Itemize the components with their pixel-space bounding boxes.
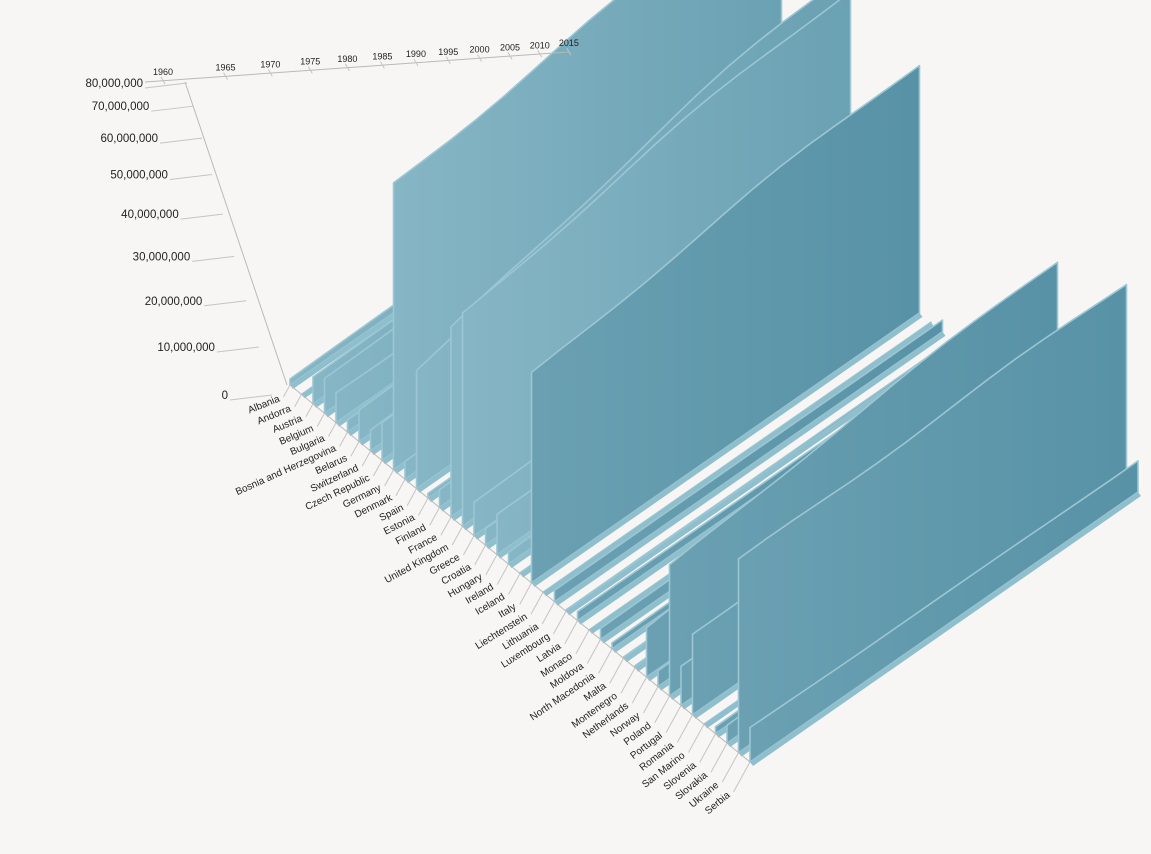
year-tick	[537, 50, 543, 58]
year-tick-label: 1965	[216, 63, 236, 73]
value-tick-label: 60,000,000	[100, 133, 158, 145]
category-tick	[316, 413, 325, 427]
year-tick-label: 2010	[530, 40, 550, 50]
category-tick	[350, 441, 360, 457]
value-tick	[204, 300, 247, 307]
year-tick-label: 1970	[260, 59, 280, 69]
category-tick	[721, 752, 739, 783]
category-tick	[406, 488, 417, 506]
value-tick	[229, 394, 273, 401]
category-tick	[519, 582, 532, 605]
value-tick	[192, 255, 235, 262]
category-tick	[553, 610, 567, 635]
category-tick	[564, 620, 578, 645]
value-tick	[159, 137, 203, 144]
category-tick	[463, 535, 475, 556]
value-axis-line	[184, 81, 288, 386]
category-tick	[372, 460, 383, 477]
year-tick	[413, 58, 419, 67]
value-tick	[216, 346, 259, 353]
category-tick	[733, 761, 751, 793]
category-tick	[530, 592, 544, 615]
value-tick-label: 10,000,000	[157, 342, 215, 354]
year-tick	[507, 52, 513, 60]
category-tick	[688, 724, 705, 753]
value-tick-label: 70,000,000	[92, 101, 150, 113]
category-tick	[294, 394, 302, 408]
year-tick-label: 2000	[470, 45, 490, 55]
year-tick	[267, 69, 273, 77]
year-tick	[223, 72, 228, 80]
category-tick	[586, 639, 601, 664]
category-tick	[508, 573, 521, 595]
category-tick	[598, 648, 613, 674]
category-tick	[395, 479, 406, 496]
category-tick	[474, 544, 486, 566]
category-tick	[631, 676, 647, 704]
category-tick	[282, 384, 291, 398]
value-tick-label: 50,000,000	[110, 170, 168, 182]
series-area-edge	[566, 341, 957, 616]
category-tick	[541, 601, 555, 625]
series-area-lithuania	[553, 319, 944, 603]
year-tick-label: 1980	[337, 54, 357, 64]
year-tick	[445, 56, 451, 65]
axes-group	[144, 47, 751, 793]
category-tick	[575, 629, 590, 654]
year-tick-label: 1990	[406, 49, 426, 59]
year-tick-label: 1960	[153, 67, 173, 77]
series-area-italy	[530, 64, 921, 584]
category-tick	[710, 742, 728, 773]
year-tick-label: 1985	[372, 51, 392, 61]
category-tick	[440, 516, 452, 536]
category-tick	[620, 667, 636, 694]
category-tick	[417, 497, 429, 516]
value-tick	[144, 82, 188, 89]
value-tick	[151, 105, 194, 112]
year-tick	[307, 66, 313, 74]
category-tick	[429, 507, 440, 526]
year-tick-label: 1975	[300, 57, 320, 67]
year-tick	[160, 76, 166, 85]
value-tick-label: 40,000,000	[121, 209, 179, 221]
series-area-serbia	[749, 460, 1139, 763]
category-tick	[305, 403, 314, 417]
series-area-edge	[543, 322, 934, 597]
year-axis-line	[144, 51, 569, 83]
category-tick	[654, 695, 670, 724]
series-area-edge	[750, 492, 1141, 766]
year-tick	[379, 61, 385, 69]
year-tick-label: 1995	[438, 47, 458, 57]
value-tick	[180, 213, 223, 220]
category-tick	[384, 469, 394, 487]
series-area-edge	[531, 312, 923, 587]
series-area-liechtenstein	[542, 321, 932, 594]
category-tick	[451, 526, 463, 546]
series-area-edge	[554, 331, 946, 606]
year-tick-label: 2015	[559, 38, 579, 48]
category-tick	[699, 733, 716, 763]
category-tick	[496, 563, 509, 585]
year-tick	[477, 54, 483, 62]
series-area-ukraine	[737, 283, 1128, 754]
category-tick	[609, 658, 624, 684]
category-tick	[327, 422, 337, 437]
series-area-group	[289, 0, 1141, 766]
year-tick	[344, 63, 350, 72]
category-tick	[643, 686, 659, 714]
value-tick-label: 80,000,000	[85, 78, 143, 90]
category-tick	[676, 714, 693, 743]
year-tick	[566, 47, 572, 56]
category-tick	[485, 554, 498, 575]
value-tick-label: 20,000,000	[145, 296, 203, 308]
category-tick	[361, 450, 371, 467]
category-tick	[665, 705, 682, 733]
year-tick-label: 2005	[500, 42, 520, 52]
value-tick-label: 0	[222, 390, 228, 402]
category-tick	[339, 431, 348, 447]
value-tick	[169, 174, 213, 181]
value-tick-label: 30,000,000	[133, 251, 191, 263]
